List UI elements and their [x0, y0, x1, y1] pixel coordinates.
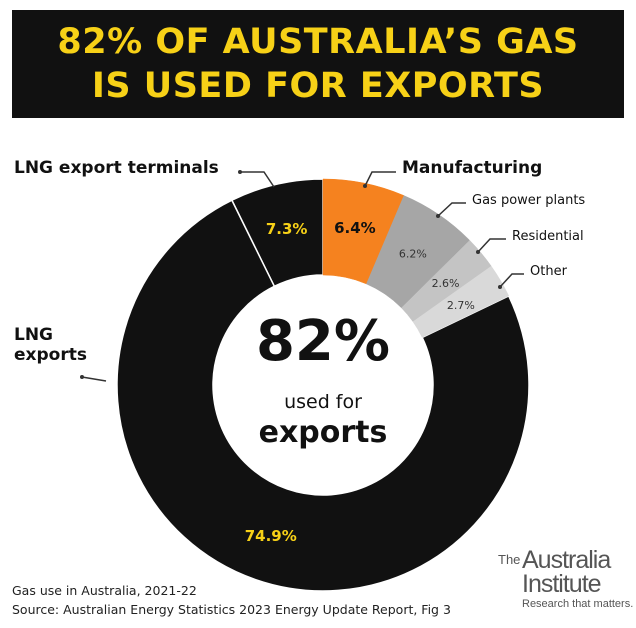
category-label: Manufacturing — [402, 158, 543, 178]
leader-line — [81, 376, 107, 382]
value-label: 74.9% — [245, 527, 297, 545]
logo-tagline: Research that matters. — [522, 598, 634, 610]
category-label: Other — [530, 264, 567, 279]
leader-dot — [80, 375, 84, 379]
value-label: 6.2% — [399, 248, 427, 261]
category-label: LNG export terminals — [14, 158, 219, 178]
donut-segment — [116, 199, 530, 592]
value-label: 6.4% — [334, 219, 376, 237]
center-line: exports — [259, 415, 388, 450]
leader-line — [240, 171, 275, 188]
title-banner: 82% OF AUSTRALIA’S GAS IS USED FOR EXPOR… — [12, 10, 624, 118]
leader-line — [437, 202, 466, 217]
center-big: 82% — [256, 309, 390, 374]
category-label: Residential — [512, 229, 584, 244]
leader-dot — [498, 285, 502, 289]
logo-prefix: The — [498, 552, 521, 567]
source: Source: Australian Energy Statistics 202… — [12, 602, 451, 617]
leader-line — [364, 171, 396, 187]
leader-dot — [436, 214, 440, 218]
leader-dot — [476, 250, 480, 254]
leader-line — [477, 238, 506, 253]
leader-dot — [238, 170, 242, 174]
donut-segment — [412, 265, 510, 338]
leader-line — [499, 273, 524, 288]
value-label: 2.6% — [432, 277, 460, 290]
category-label: Gas power plants — [472, 193, 586, 208]
donut-segment — [322, 178, 404, 285]
logo-line: Institute — [522, 570, 602, 598]
center-line: used for — [284, 391, 362, 413]
logo-line: Australia — [522, 546, 611, 574]
title-line: 82% OF AUSTRALIA’S GAS — [57, 22, 579, 62]
leader-dot — [363, 184, 367, 188]
value-label: 7.3% — [266, 220, 308, 238]
value-label: 2.7% — [447, 299, 475, 312]
category-label: LNG exports — [14, 325, 87, 365]
footnote: Gas use in Australia, 2021-22 — [12, 583, 197, 598]
title-line: IS USED FOR EXPORTS — [91, 66, 545, 106]
donut-segment — [400, 239, 492, 322]
